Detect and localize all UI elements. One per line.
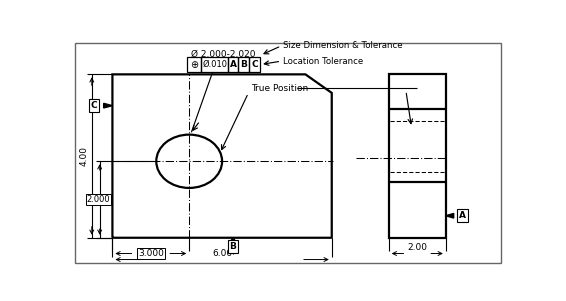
- Polygon shape: [230, 238, 237, 243]
- Text: 6.00: 6.00: [212, 249, 232, 258]
- Text: Ø.010: Ø.010: [202, 60, 227, 69]
- Text: B: B: [230, 242, 237, 251]
- Polygon shape: [446, 213, 454, 218]
- Text: Location Tolerance: Location Tolerance: [284, 57, 364, 66]
- Text: C: C: [91, 101, 97, 110]
- Bar: [201, 57, 228, 72]
- Text: A: A: [459, 211, 466, 220]
- Bar: [228, 57, 238, 72]
- Bar: [249, 57, 260, 72]
- Polygon shape: [104, 103, 113, 108]
- Text: 2.000: 2.000: [87, 195, 110, 204]
- Text: 3.000: 3.000: [138, 249, 164, 258]
- Text: B: B: [240, 60, 247, 69]
- Text: Size Dimension & Tolerance: Size Dimension & Tolerance: [284, 41, 403, 50]
- Text: C: C: [251, 60, 258, 69]
- Text: 2.00: 2.00: [408, 243, 427, 252]
- Text: True Position: True Position: [251, 84, 308, 93]
- Bar: [238, 57, 249, 72]
- Text: A: A: [230, 60, 237, 69]
- Bar: [389, 74, 446, 238]
- Text: Ø 2.000-2.020: Ø 2.000-2.020: [191, 50, 256, 59]
- Bar: [187, 57, 201, 72]
- Text: 4.00: 4.00: [79, 146, 88, 166]
- Text: ⊕: ⊕: [190, 60, 198, 70]
